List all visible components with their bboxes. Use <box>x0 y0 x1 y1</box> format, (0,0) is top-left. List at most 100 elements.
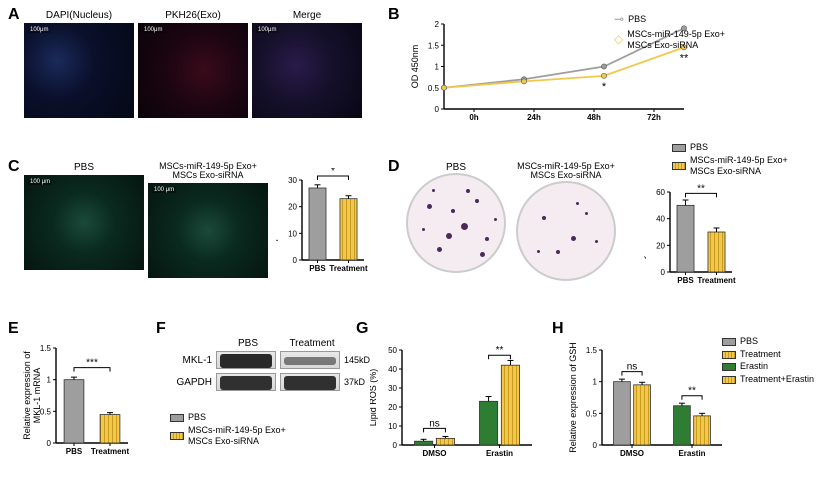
panel-d-dishes: PBS MSCs-miR-149-5p Exo+ MSCs Exo-siRNA <box>406 162 616 281</box>
micro-dapi-img: 100μm <box>24 23 134 118</box>
micro-img: 100 μm <box>24 175 144 270</box>
panel-d-bar: 0204060PBSTreatmentColony formation numb… <box>644 180 739 290</box>
scale-bar: 100μm <box>142 27 164 33</box>
svg-text:60: 60 <box>656 188 665 197</box>
svg-text:Relative expression of GSH: Relative expression of GSH <box>568 342 578 453</box>
svg-text:48h: 48h <box>587 113 601 122</box>
panel-d-legend: PBS MSCs-miR-149-5p Exo+MSCs Exo-siRNA <box>672 142 788 179</box>
dish-pbs-wrap: PBS <box>406 162 506 281</box>
svg-text:DMSO: DMSO <box>423 449 447 458</box>
scale-bar: 100μm <box>256 27 278 33</box>
dish-title: MSCs-miR-149-5p Exo+ MSCs Exo-siRNA <box>516 162 616 181</box>
svg-text:1: 1 <box>593 378 598 387</box>
micro-img: 100 μm <box>148 183 268 278</box>
svg-text:20: 20 <box>388 403 397 412</box>
svg-text:1.5: 1.5 <box>428 41 440 50</box>
micro-pkh-title: PKH26(Exo) <box>138 10 248 21</box>
svg-text:30: 30 <box>288 176 297 185</box>
panel-g-label: G <box>356 320 368 338</box>
legend-text: PBS <box>628 14 646 26</box>
dish-pbs <box>406 173 506 273</box>
legend-text: Treatment+Erastin <box>740 374 814 386</box>
legend-text: Treatment <box>740 349 781 361</box>
svg-text:**: ** <box>680 52 689 64</box>
legend-row: PBS <box>672 142 788 154</box>
svg-text:0: 0 <box>393 441 398 450</box>
svg-text:0: 0 <box>661 268 666 277</box>
micro-merge-title: Merge <box>252 10 362 21</box>
svg-text:40: 40 <box>656 215 665 224</box>
legend-text: PBS <box>690 142 708 154</box>
svg-text:1.5: 1.5 <box>586 346 598 355</box>
svg-text:1: 1 <box>47 376 52 385</box>
panel-d-label: D <box>388 158 400 176</box>
svg-text:1: 1 <box>435 63 440 72</box>
svg-text:30: 30 <box>388 384 397 393</box>
scale-bar: 100 μm <box>28 179 52 185</box>
svg-text:0.5: 0.5 <box>428 84 440 93</box>
svg-text:24h: 24h <box>527 113 541 122</box>
svg-text:50: 50 <box>388 346 397 355</box>
micro-edu-tx: MSCs-miR-149-5p Exo+ MSCs Exo-siRNA 100 … <box>148 162 268 278</box>
panel-h-label: H <box>552 320 564 338</box>
panel-b-legend: ⊸PBS ◇ MSCs-miR-149-5p Exo+MSCs Exo-siRN… <box>614 12 725 53</box>
micro-pkh-img: 100μm <box>138 23 248 118</box>
svg-text:ns: ns <box>429 418 440 429</box>
svg-text:*: * <box>331 168 335 177</box>
panel-a-label: A <box>8 6 20 24</box>
svg-text:40: 40 <box>388 365 397 374</box>
panel-h-bar: 00.511.5DMSOErastinRelative expression o… <box>566 336 721 486</box>
panel-g-bar: 01020304050DMSOErastinLipid ROS (%)ns** <box>370 336 540 486</box>
legend-text: MSCs-miR-149-5p Exo+MSCs Exo-siRNA <box>690 155 788 178</box>
panel-c-bar: 0102030PBSTreatmentEdU postive cell rate… <box>276 168 371 278</box>
svg-text:0: 0 <box>47 439 52 448</box>
panel-c-label: C <box>8 158 20 176</box>
legend-row: MSCs-miR-149-5p Exo+MSCs Exo-siRNA <box>170 425 286 448</box>
svg-text:***: *** <box>86 358 98 369</box>
svg-text:Treatment: Treatment <box>697 276 736 285</box>
legend-row: Treatment <box>722 349 814 361</box>
panel-b-label: B <box>388 6 400 24</box>
svg-text:PBS: PBS <box>309 264 326 273</box>
svg-text:0: 0 <box>593 441 598 450</box>
svg-text:Treatment: Treatment <box>329 264 368 273</box>
legend-text: MSCs-miR-149-5p Exo+MSCs Exo-siRNA <box>188 425 286 448</box>
legend-row: MSCs-miR-149-5p Exo+MSCs Exo-siRNA <box>672 155 788 178</box>
legend-row: Erastin <box>722 361 814 373</box>
svg-text:20: 20 <box>656 241 665 250</box>
svg-text:Colony formation number: Colony formation number <box>644 181 646 282</box>
dish-tx-wrap: MSCs-miR-149-5p Exo+ MSCs Exo-siRNA <box>516 162 616 281</box>
svg-text:*: * <box>602 81 607 93</box>
panel-f-label: F <box>156 320 166 338</box>
svg-text:10: 10 <box>388 422 397 431</box>
dish-title: PBS <box>406 162 506 173</box>
legend-pbs: ⊸PBS <box>614 12 725 28</box>
panel-c-micros: PBS 100 μm MSCs-miR-149-5p Exo+ MSCs Exo… <box>24 162 268 278</box>
svg-text:Lipid ROS (%): Lipid ROS (%) <box>370 369 378 427</box>
micro-title: PBS <box>24 162 144 173</box>
panel-f-wb: PBS Treatment MKL-1145kDGAPDH37kD <box>170 338 370 395</box>
svg-text:0: 0 <box>435 105 440 114</box>
wb-col: Treatment <box>280 338 344 349</box>
legend-text: PBS <box>188 412 206 424</box>
legend-treat: ◇ MSCs-miR-149-5p Exo+MSCs Exo-siRNA <box>614 29 725 52</box>
scale-bar: 100 μm <box>152 187 176 193</box>
svg-text:10: 10 <box>288 229 297 238</box>
svg-text:ns: ns <box>627 362 638 373</box>
legend-row: PBS <box>170 412 286 424</box>
svg-text:0.5: 0.5 <box>586 409 598 418</box>
legend-row: Treatment+Erastin <box>722 374 814 386</box>
micro-merge-img: 100μm <box>252 23 362 118</box>
svg-text:DMSO: DMSO <box>620 449 644 458</box>
legend-text: MSCs-miR-149-5p Exo+MSCs Exo-siRNA <box>627 29 725 52</box>
micro-title: MSCs-miR-149-5p Exo+ MSCs Exo-siRNA <box>148 162 268 181</box>
svg-text:0: 0 <box>293 256 298 265</box>
svg-text:**: ** <box>697 183 705 194</box>
micro-pkh: PKH26(Exo) 100μm <box>138 10 248 118</box>
legend-row: PBS <box>722 336 814 348</box>
panel-e-bar: 00.511.5PBSTreatmentRelative expression … <box>22 336 137 486</box>
svg-text:2: 2 <box>435 20 440 29</box>
micro-dapi: DAPI(Nucleus) 100μm <box>24 10 134 118</box>
micro-dapi-title: DAPI(Nucleus) <box>24 10 134 21</box>
svg-text:EdU postive cell rate: EdU postive cell rate <box>276 179 278 262</box>
